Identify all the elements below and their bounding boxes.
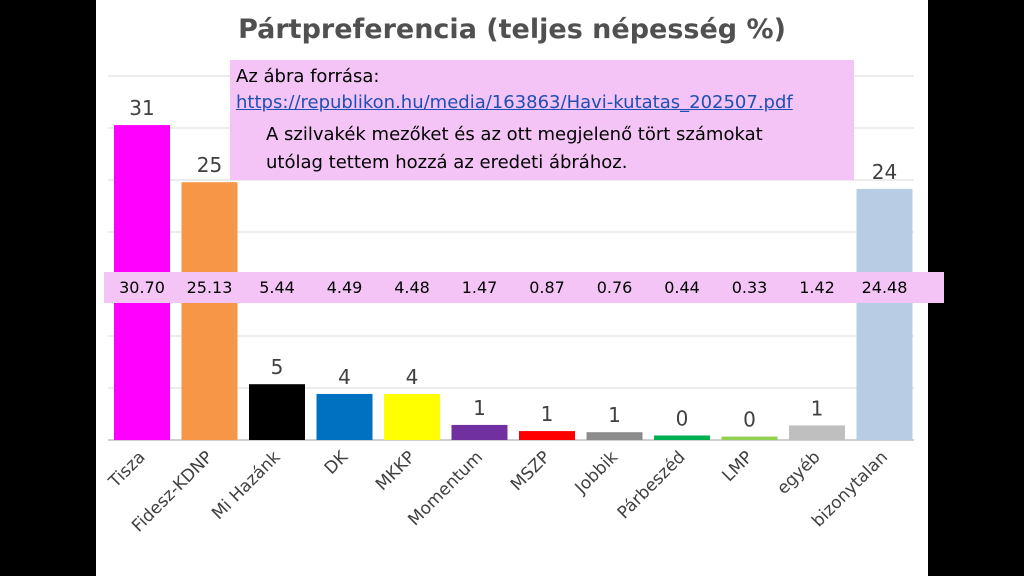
x-tick-label: Párbeszéd [614,447,690,523]
source-link[interactable]: https://republikon.hu/media/163863/Havi-… [236,92,793,113]
x-tick-label: Mi Hazánk [208,447,284,523]
x-tick-label: MKKP [372,447,420,495]
bar-Mi Hazánk [249,384,305,440]
chart-title: Pártpreferencia (teljes népesség %) [238,14,786,45]
bar-Párbeszéd [654,435,710,440]
data-label: 4 [406,365,419,389]
note-line-1: A szilvakék mezőket és az ott megjelenő … [266,124,763,145]
data-label: 31 [129,96,154,120]
bar-LMP [721,436,778,440]
exact-value: 5.44 [259,278,295,297]
data-label: 25 [197,153,222,177]
x-tick-label: DK [321,447,353,479]
data-label: 0 [743,408,756,432]
bar-MKKP [384,394,440,440]
exact-value: 25.13 [186,278,233,297]
bar-MSZP [519,431,575,440]
data-label: 24 [872,160,897,184]
exact-value: 24.48 [861,278,908,297]
exact-value: 1.42 [799,278,835,297]
bar-Fidesz-KDNP [181,182,238,440]
data-label: 5 [271,355,284,379]
bar-Jobbik [586,432,643,440]
exact-value: 0.76 [596,278,633,297]
x-tick-label: MSZP [507,447,555,495]
source-annotation-box: Az ábra forrása: https://republikon.hu/m… [230,60,854,180]
x-tick-label: egyéb [773,447,824,498]
data-labels: 31 25 5 4 4 1 1 1 0 0 1 24 [129,96,897,432]
exact-value: 0.44 [664,278,700,297]
data-label: 1 [608,403,621,427]
bar-bizonytalan [856,188,913,440]
note-line-2: utólag tettem hozzá az eredeti ábrához. [266,152,628,173]
data-label: 4 [338,365,351,389]
exact-value: 30.70 [119,278,165,297]
exact-value: 0.33 [731,278,768,297]
x-tick-label: LMP [719,447,757,485]
exact-value: 4.48 [394,278,430,297]
bar-DK [316,393,373,440]
exact-value: 1.47 [461,278,498,297]
x-tick-label: Tisza [104,447,149,492]
data-label: 0 [676,406,689,430]
exact-value: 0.87 [529,278,565,297]
bar-Momentum [451,424,508,440]
data-label: 1 [541,402,554,426]
bar-egyéb [789,425,845,440]
source-label: Az ábra forrása: [236,66,380,87]
data-label: 1 [473,396,486,420]
exact-values-strip: 30.70 25.13 5.44 4.49 4.48 1.47 0.87 0.76 0.44 0.… [104,272,944,303]
x-tick-label: Jobbik [571,447,622,498]
data-label: 1 [811,396,824,420]
exact-value: 4.49 [326,278,363,297]
